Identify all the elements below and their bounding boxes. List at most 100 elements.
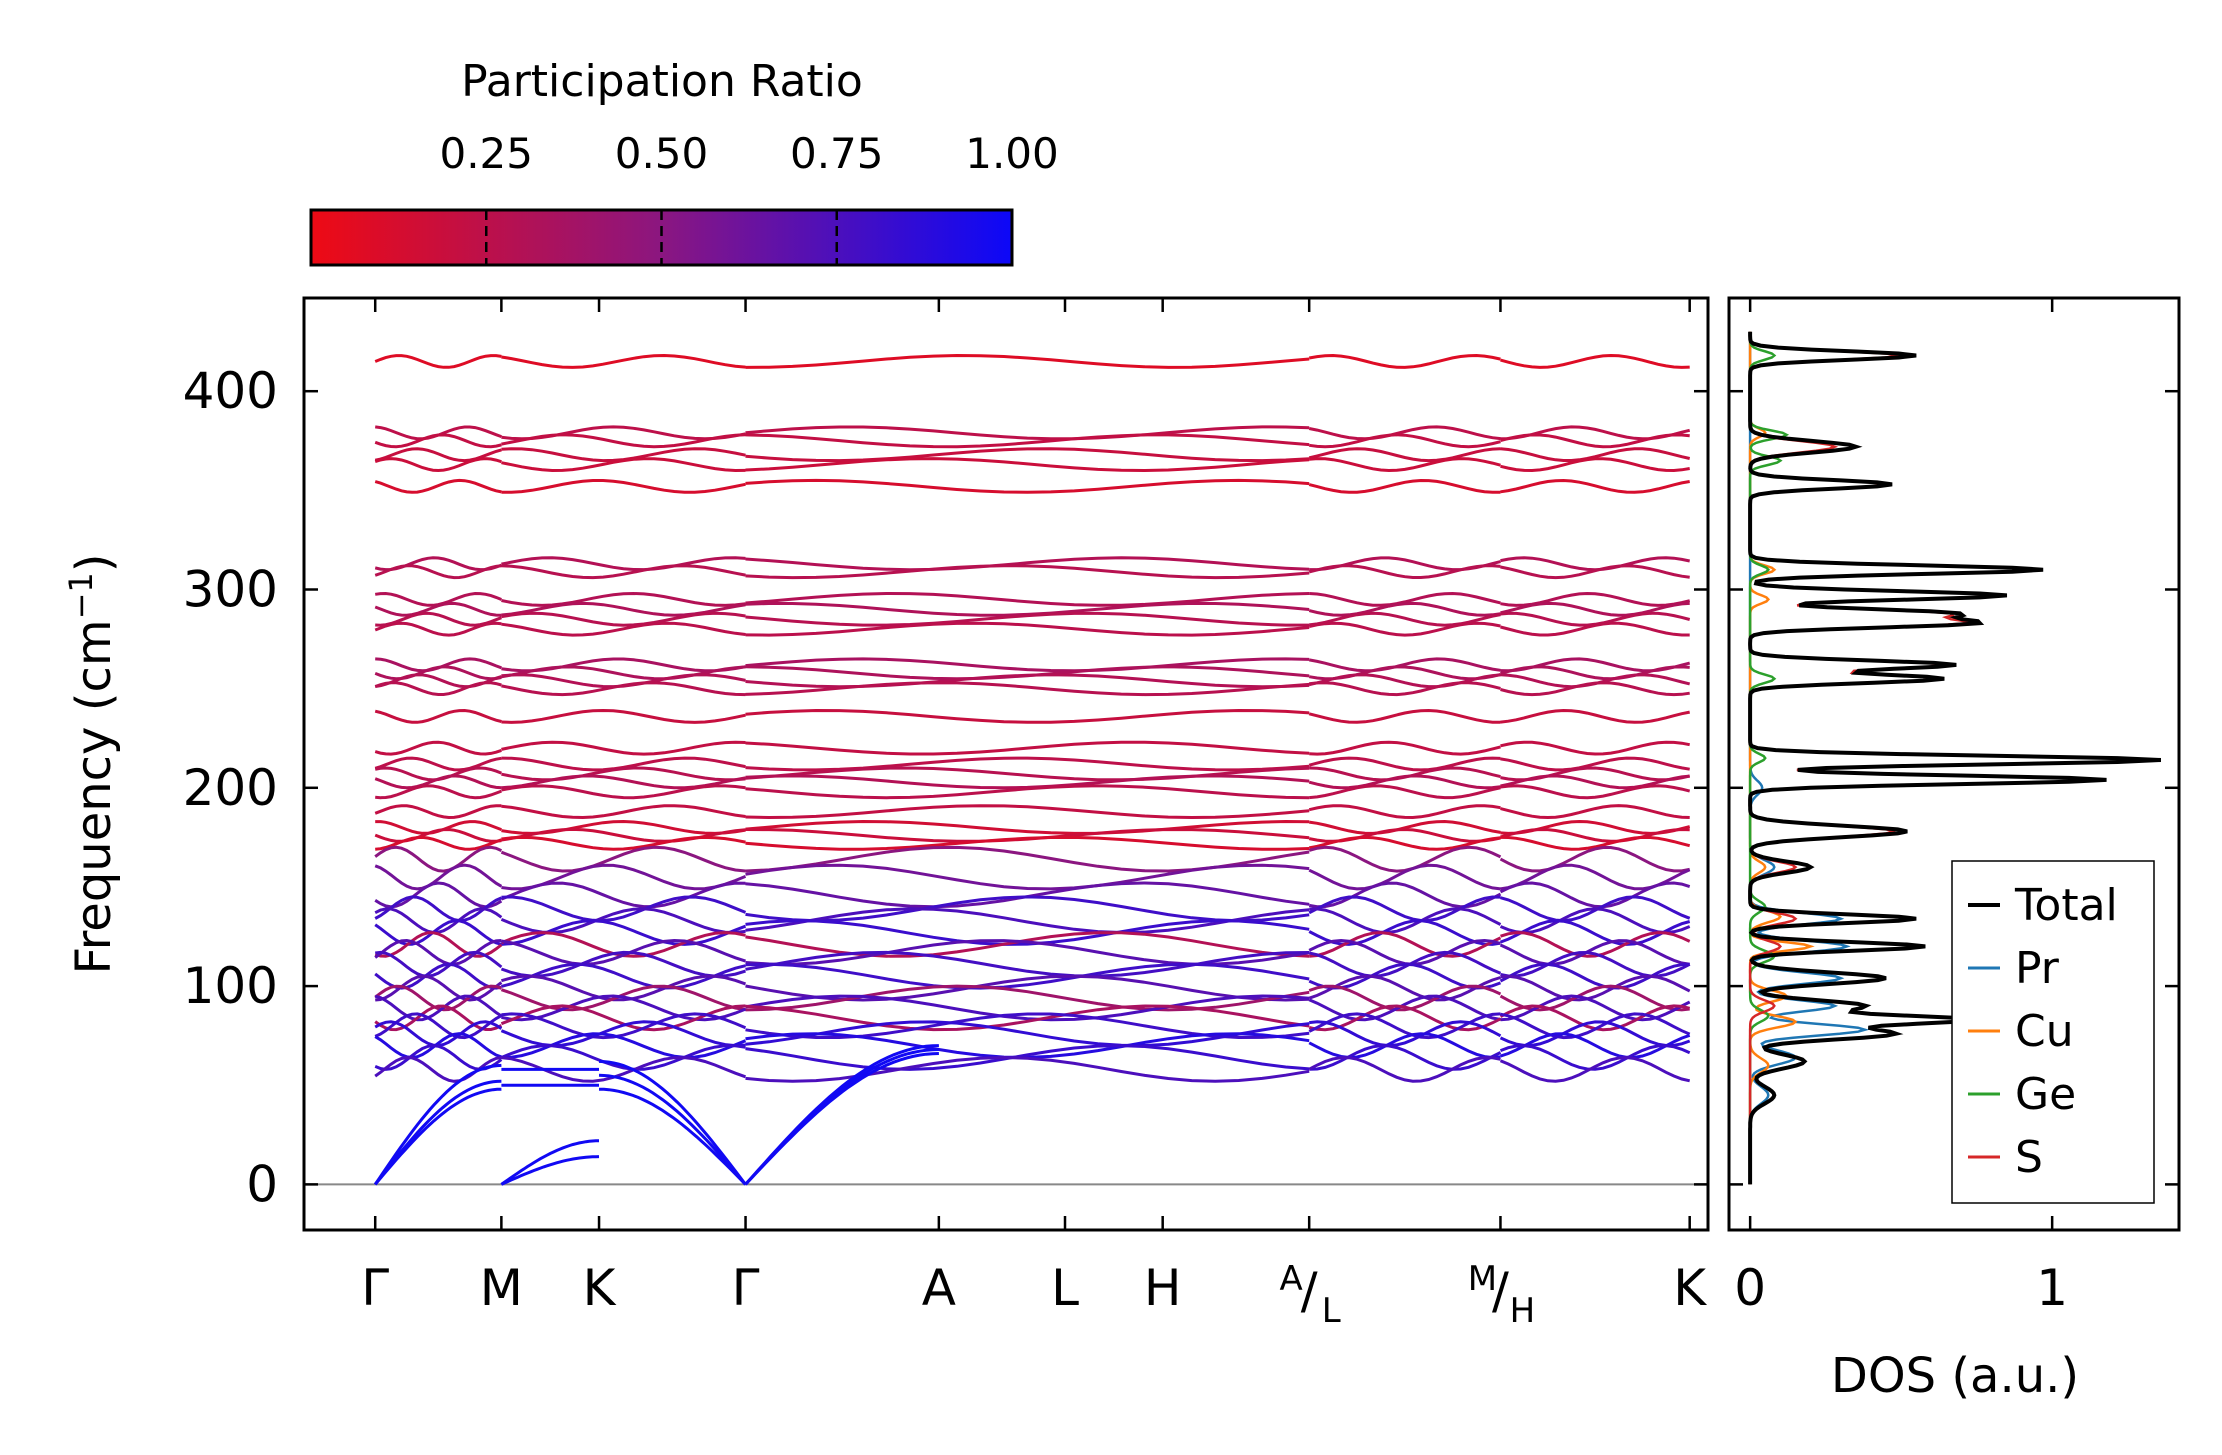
- phonon-band: [1500, 447, 1691, 462]
- dos-curves: [1748, 331, 2161, 1185]
- phonon-band: [1308, 657, 1501, 673]
- phonon-band: [374, 962, 502, 990]
- phonon-band: [1308, 819, 1501, 835]
- colorbar-tick-label: 1.00: [965, 129, 1059, 178]
- phonon-band: [745, 984, 1310, 1012]
- acoustic-branch: [598, 1073, 747, 1186]
- phonon-band: [375, 591, 502, 607]
- kpoint-label-top: A: [1280, 1259, 1303, 1299]
- phonon-band: [745, 881, 1310, 909]
- phonon-band: [745, 1004, 1310, 1032]
- phonon-band: [374, 984, 502, 1012]
- legend-label: Ge: [2015, 1069, 2076, 1120]
- phonon-band: [745, 950, 1310, 978]
- y-axis-label-close: ): [66, 553, 122, 572]
- acoustic-branch: [598, 1059, 747, 1186]
- acoustic-branch: [744, 1044, 939, 1186]
- x-axis-ticks: Γ M K Γ A L H A/LM/H K: [361, 298, 1707, 1331]
- dos-x-tick-label: 1: [2036, 1259, 2068, 1317]
- phonon-band: [745, 756, 1310, 772]
- phonon-band: [374, 621, 502, 637]
- colorbar-tick-label: 0.25: [439, 129, 533, 178]
- phonon-band: [1308, 708, 1501, 724]
- phonon-band: [1500, 804, 1690, 820]
- phonon-band: [1500, 681, 1690, 697]
- phonon-band: [745, 447, 1310, 463]
- phonon-band: [501, 1012, 747, 1040]
- phonon-band: [501, 819, 746, 835]
- y-axis-label-text: Frequency (cm: [66, 619, 122, 974]
- phonon-band: [1500, 835, 1691, 851]
- phonon-band: [745, 774, 1310, 790]
- phonon-band: [1308, 1032, 1501, 1060]
- phonon-band: [1499, 1044, 1691, 1071]
- phonon-band: [1308, 895, 1501, 923]
- phonon-band: [1309, 931, 1502, 958]
- phonon-band: [1308, 919, 1501, 946]
- phonon-band: [745, 994, 1310, 1022]
- legend-label: Total: [2014, 880, 2118, 931]
- phonon-band: [1500, 611, 1691, 627]
- phonon-band: [375, 657, 502, 673]
- phonon-band: [745, 433, 1310, 449]
- acoustic-branch: [500, 1155, 600, 1186]
- phonon-band: [745, 425, 1310, 441]
- phonon-band: [501, 591, 746, 607]
- phonon-band: [374, 774, 502, 790]
- phonon-band: [501, 564, 746, 580]
- phonon-band: [1308, 804, 1501, 820]
- dos-x-tick-label: 0: [1734, 1259, 1766, 1317]
- phonon-band: [501, 938, 746, 966]
- phonon-band: [501, 457, 746, 473]
- phonon-band: [501, 784, 746, 800]
- kpoint-label: L: [1051, 1259, 1079, 1317]
- phonon-band: [374, 564, 502, 580]
- phonon-band: [1500, 708, 1690, 724]
- dos-frame: [1727, 296, 2181, 1232]
- colorbar-ticks: 0.25 0.50 0.75 1.00: [439, 129, 1059, 265]
- kpoint-label-bottom: H: [1510, 1291, 1536, 1331]
- phonon-band: [501, 1032, 747, 1059]
- phonon-band: [1500, 457, 1690, 473]
- dos-series-total: [1748, 331, 2161, 1185]
- dos-x-axis-label: DOS (a.u.): [1831, 1348, 2079, 1404]
- phonon-band: [374, 740, 502, 756]
- phonon-band: [1499, 962, 1690, 990]
- phonon-band: [1500, 974, 1691, 1002]
- phonon-band: [501, 447, 746, 463]
- phonon-band: [1500, 478, 1690, 494]
- phonon-band: [745, 1020, 1310, 1048]
- phonon-band: [374, 907, 503, 935]
- phonon-band: [745, 1055, 1310, 1083]
- phonon-band: [1308, 974, 1501, 1002]
- phonon-band: [374, 827, 502, 843]
- kpoint-label-bottom: L: [1322, 1291, 1341, 1331]
- kpoint-label: K: [583, 1259, 617, 1317]
- phonon-band: [374, 1012, 503, 1040]
- phonon-band: [1308, 984, 1502, 1012]
- phonon-band: [501, 433, 746, 449]
- phonon-band: [745, 931, 1310, 958]
- phonon-band: [1499, 881, 1691, 909]
- kpoint-label-top: M: [1468, 1259, 1497, 1299]
- y-tick-label: 400: [183, 362, 278, 420]
- phonon-band: [501, 479, 746, 494]
- phonon-band: [745, 1044, 1310, 1071]
- dos-series-pr: [1748, 331, 1870, 1185]
- dos-legend: Total Pr Cu Ge S: [1951, 860, 2155, 1204]
- phonon-band: [374, 1032, 502, 1060]
- phonon-band: [745, 681, 1310, 697]
- phonon-band: [1308, 353, 1501, 369]
- kpoint-label: A: [922, 1259, 956, 1317]
- phonon-band: [374, 938, 502, 966]
- phonon-band: [1308, 881, 1502, 909]
- phonon-band: [375, 950, 503, 978]
- kpoint-label: Γ: [361, 1259, 389, 1317]
- phonon-band: [501, 895, 747, 923]
- colorbar-tick-label: 0.75: [790, 129, 884, 178]
- phonon-band: [1500, 591, 1691, 607]
- phonon-band: [501, 681, 746, 697]
- phonon-band: [374, 708, 502, 724]
- phonon-band: [374, 919, 502, 946]
